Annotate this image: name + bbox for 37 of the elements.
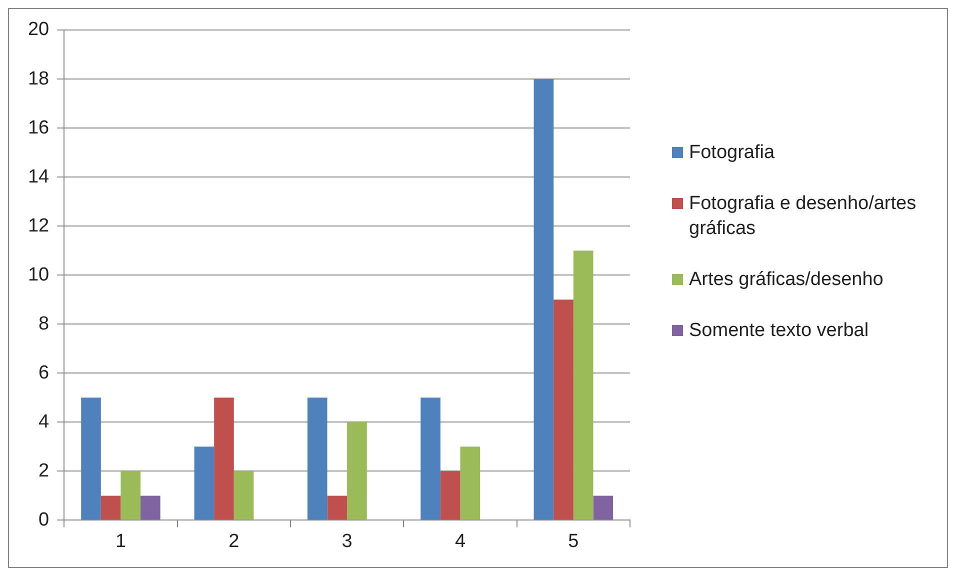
bar	[460, 446, 480, 520]
bar	[440, 471, 460, 520]
y-tick-label: 4	[38, 411, 50, 432]
x-tick-label: 5	[568, 530, 579, 552]
bar	[81, 398, 101, 520]
bar	[534, 79, 554, 520]
x-tick-label: 1	[115, 530, 126, 552]
bar	[194, 446, 214, 520]
bar	[347, 422, 367, 520]
legend-label: Somente texto verbal	[689, 319, 869, 343]
y-tick-label: 16	[28, 117, 50, 138]
y-tick-label: 2	[38, 460, 50, 482]
y-tick-label: 12	[28, 215, 50, 236]
bar	[554, 300, 574, 520]
bar	[140, 496, 160, 520]
bar	[420, 398, 440, 520]
x-tick-label: 4	[454, 530, 466, 552]
bar	[214, 398, 234, 520]
y-tick-label: 6	[38, 362, 50, 384]
legend-label: Fotografia e desenho/artes gráficas	[689, 192, 918, 241]
y-tick-label: 20	[28, 19, 50, 40]
bar	[100, 496, 121, 520]
bar	[307, 398, 328, 520]
legend-label: Artes gráficas/desenho	[689, 268, 884, 292]
x-tick-label: 3	[342, 530, 352, 552]
y-tick-label: 0	[38, 509, 50, 530]
bar	[327, 496, 348, 520]
y-tick-label: 8	[38, 313, 50, 334]
bar	[120, 471, 141, 520]
bar	[593, 496, 614, 520]
bar	[573, 250, 594, 520]
y-tick-label: 18	[28, 68, 50, 90]
legend-label: Fotografia	[689, 141, 775, 165]
bar	[234, 471, 254, 520]
y-tick-label: 10	[28, 264, 50, 286]
x-tick-label: 2	[228, 530, 240, 552]
y-tick-label: 14	[28, 166, 50, 188]
